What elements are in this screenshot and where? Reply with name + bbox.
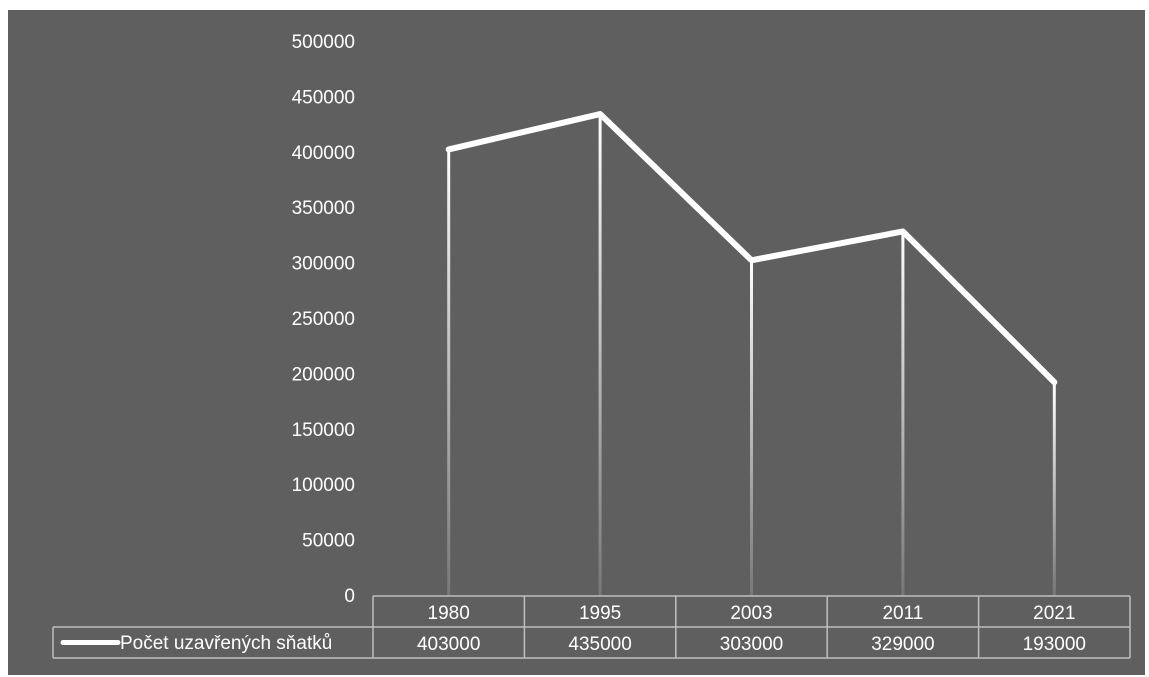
y-tick-label: 450000 xyxy=(292,87,355,108)
data-table-cell: 329000 xyxy=(871,634,934,655)
y-tick-label: 150000 xyxy=(292,420,355,441)
drop-line xyxy=(598,114,602,597)
x-category-label: 2021 xyxy=(1033,603,1075,624)
data-point xyxy=(1051,379,1057,385)
data-table-cell: 193000 xyxy=(1023,634,1086,655)
data-table-cell: 303000 xyxy=(720,634,783,655)
drop-line xyxy=(1052,382,1056,596)
drop-line xyxy=(750,260,753,596)
data-point xyxy=(900,228,906,234)
y-tick-label: 50000 xyxy=(302,531,355,552)
data-point xyxy=(749,257,754,263)
y-tick-label: 350000 xyxy=(292,198,355,219)
y-tick-label: 200000 xyxy=(292,364,355,385)
y-axis: 0 50000 100000 150000 200000 250000 300000 3500… xyxy=(292,32,355,607)
y-tick-label: 300000 xyxy=(292,254,355,275)
data-table-row-label: Počet uzavřených sňatků xyxy=(120,633,332,654)
data-table-cell: 403000 xyxy=(417,634,480,655)
data-table: 1980 1995 2003 2011 2021 403000 435000 303000 32… xyxy=(52,595,1131,659)
y-tick-label: 100000 xyxy=(292,475,355,496)
data-point xyxy=(597,111,603,117)
data-table-cell: 435000 xyxy=(568,634,631,655)
drop-line xyxy=(447,149,451,596)
y-tick-label: 0 xyxy=(344,586,355,607)
chart-area: 0 50000 100000 150000 200000 250000 300000 3500… xyxy=(8,10,1145,675)
line-chart: 0 50000 100000 150000 200000 250000 300000 3500… xyxy=(52,32,1131,659)
x-category-label: 2003 xyxy=(730,603,772,624)
x-category-label: 1995 xyxy=(579,603,621,624)
data-point xyxy=(446,146,452,152)
x-category-label: 1980 xyxy=(428,603,470,624)
y-tick-label: 400000 xyxy=(292,143,355,164)
x-category-label: 2011 xyxy=(882,603,923,624)
drop-lines xyxy=(447,114,1056,597)
drop-line xyxy=(901,231,905,596)
y-tick-label: 250000 xyxy=(292,309,355,330)
y-tick-label: 500000 xyxy=(292,32,355,53)
series-line xyxy=(445,111,1058,386)
